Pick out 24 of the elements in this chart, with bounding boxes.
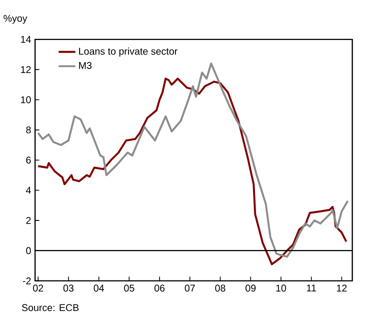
x-tick-label: 08: [215, 284, 226, 292]
y-tick-label: 8: [26, 126, 31, 134]
y-tick-label: 12: [21, 66, 31, 73]
x-tick-label: 03: [63, 284, 74, 292]
x-tick-label: 06: [154, 284, 165, 292]
x-tick-label: 11: [306, 284, 316, 292]
y-tick-label: 14: [21, 36, 31, 43]
legend-label: Loans to private sector: [79, 47, 178, 57]
y-tick-label: 10: [21, 96, 31, 104]
y-tick-label: 4: [26, 186, 31, 194]
x-tick-label: 10: [276, 284, 286, 292]
x-tick-label: 05: [124, 284, 134, 292]
y-tick-label: 6: [26, 156, 31, 164]
y-axis-title: %yoy: [4, 14, 28, 24]
y-tick-label: 2: [26, 216, 31, 224]
x-tick-label: 07: [184, 284, 195, 292]
source-note: Source: ECB: [22, 304, 79, 311]
y-tick-label: 0: [26, 247, 31, 254]
x-tick-label: 04: [94, 284, 104, 292]
legend-label: M3: [79, 62, 92, 69]
x-tick-label: 02: [33, 284, 44, 292]
y-tick-label: -2: [22, 277, 31, 284]
x-tick-label: 12: [336, 284, 347, 292]
x-tick-label: 09: [246, 284, 256, 292]
